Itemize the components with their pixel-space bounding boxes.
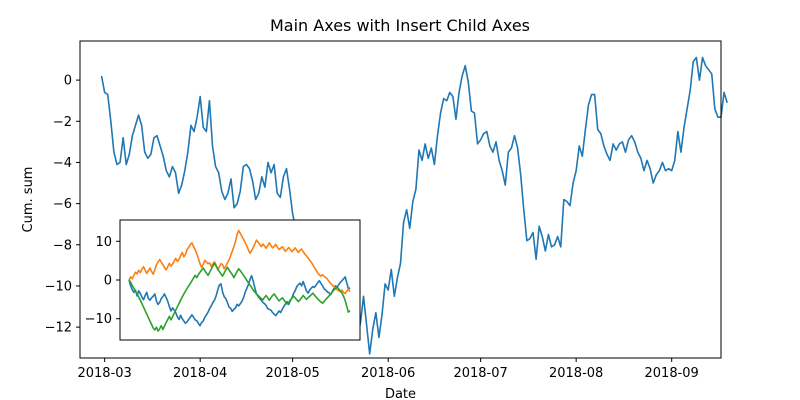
main-axes: 2018-03 2018-04 2018-05 2018-06 2018-07 2018-… <box>21 40 728 400</box>
inset-series-line-2 <box>128 262 351 332</box>
main-y-ticks: 0 −2 −4 −6 −8 −10 −12 <box>45 74 80 336</box>
inset-y-tick-label: 0 <box>104 274 112 289</box>
inset-plot-area <box>128 229 351 332</box>
y-tick-label: 0 <box>64 74 72 89</box>
x-tick-label: 2018-09 <box>645 366 699 381</box>
x-tick-label: 2018-04 <box>173 366 227 381</box>
y-tick-label: −6 <box>53 197 72 212</box>
inset-y-tick-label: −10 <box>85 312 112 327</box>
x-tick-label: 2018-03 <box>77 366 131 381</box>
main-plot-area <box>100 56 728 355</box>
inset-y-tick-label: 10 <box>95 235 112 250</box>
y-tick-label: −10 <box>45 279 72 294</box>
inset-axes: 10 0 −10 <box>85 219 361 341</box>
main-axes-frame <box>79 40 722 359</box>
x-tick-label: 2018-07 <box>453 366 507 381</box>
inset-y-ticks: 10 0 −10 <box>85 235 120 327</box>
y-tick-label: −2 <box>53 115 72 130</box>
y-tick-label: −4 <box>53 156 72 171</box>
x-tick-label: 2018-06 <box>361 366 415 381</box>
main-x-ticks: 2018-03 2018-04 2018-05 2018-06 2018-07 2018-… <box>77 358 699 381</box>
chart-title: Main Axes with Insert Child Axes <box>270 16 530 35</box>
inset-series-line-0 <box>128 274 351 327</box>
y-axis-label: Cum. sum <box>21 167 36 233</box>
y-tick-label: −8 <box>53 238 72 253</box>
x-tick-label: 2018-05 <box>265 366 319 381</box>
inset-series-line-1 <box>128 229 351 295</box>
y-tick-label: −12 <box>45 321 72 336</box>
x-axis-label: Date <box>385 387 416 400</box>
inset-background <box>120 220 360 340</box>
main-series-line-0 <box>100 56 728 355</box>
x-tick-label: 2018-08 <box>549 366 603 381</box>
